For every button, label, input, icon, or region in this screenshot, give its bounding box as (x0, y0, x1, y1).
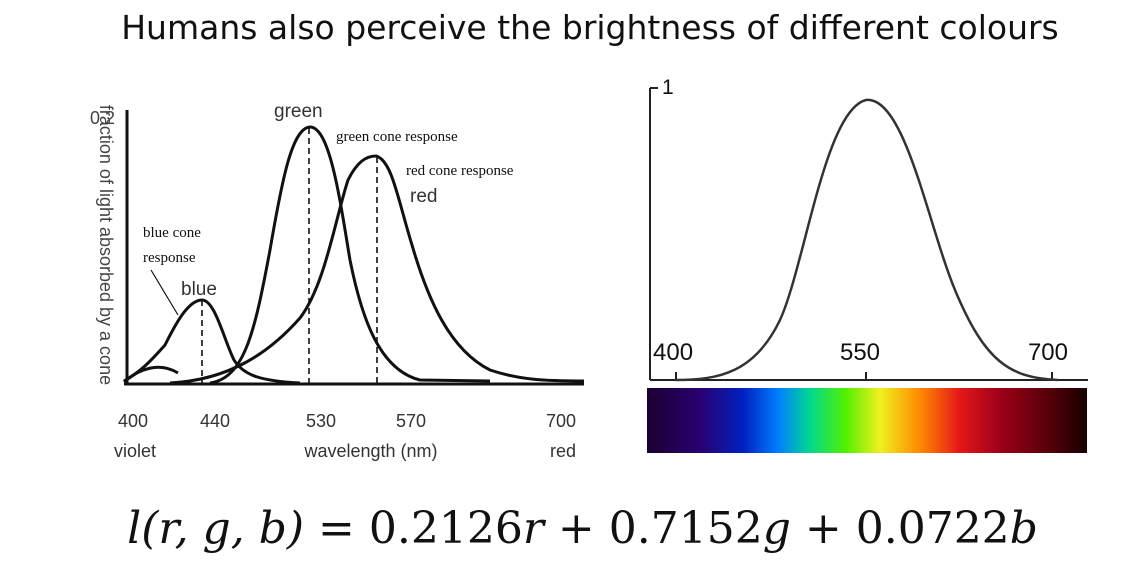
x-tick-label: 550 (840, 339, 880, 366)
formula-coefficient-r: 0.2126 (368, 503, 523, 554)
series-line-blue-tail (123, 365, 179, 384)
x-tick-label: 440 (200, 411, 230, 431)
formula-variable-r: r (522, 503, 544, 554)
series-label-red: red (410, 186, 437, 207)
series-line-green (209, 125, 491, 385)
x-tick-label: 400 (653, 339, 693, 366)
luminance-formula: l(r, g, b) = 0.2126r + 0.7152g + 0.0722b (0, 503, 1141, 554)
series-annotation-blue-line1: blue cone (143, 225, 201, 241)
series-annotation-red: red cone response (406, 163, 514, 179)
spectrum-bar (647, 388, 1087, 453)
series-annotation-blue-line2: response (143, 250, 196, 266)
series-label-green: green (274, 101, 323, 122)
x-tick-label: 530 (306, 411, 336, 431)
formula-variable-b: b (1009, 503, 1038, 554)
series-label-blue: blue (181, 279, 217, 300)
series-annotation-green: green cone response (336, 129, 458, 145)
luminosity-chart: 1 400 550 700 (647, 76, 1088, 453)
formula-plus: + (543, 503, 609, 554)
formula-plus: + (790, 503, 856, 554)
formula-variable-g: g (762, 503, 791, 554)
slide-title: Humans also perceive the brightness of d… (121, 8, 1059, 47)
x-axis-label: wavelength (nm) (303, 441, 437, 461)
x-tick-label: 400 (118, 411, 148, 431)
x-tick-label: 700 (1028, 339, 1068, 366)
x-tick-label: 700 (546, 411, 576, 431)
formula-equals: = (304, 503, 369, 554)
x-tick-sublabel: red (550, 441, 576, 461)
cone-response-chart: 0.2 fraction of light absorbed by a cone… (90, 101, 585, 461)
series-line-red (169, 154, 585, 385)
y-tick-label: 0.2 (90, 108, 115, 128)
y-tick-label: 1 (662, 76, 674, 99)
x-tick-sublabel: violet (114, 441, 156, 461)
y-axis-label: fraction of light absorbed by a cone (96, 105, 116, 385)
formula-lhs: l(r, g, b) (127, 503, 305, 554)
luminosity-curve (675, 98, 1059, 382)
series-line-blue (123, 298, 301, 385)
annotation-pointer-blue (150, 269, 179, 316)
x-tick-label: 570 (396, 411, 426, 431)
formula-coefficient-g: 0.7152 (608, 503, 763, 554)
formula-coefficient-b: 0.0722 (855, 503, 1010, 554)
